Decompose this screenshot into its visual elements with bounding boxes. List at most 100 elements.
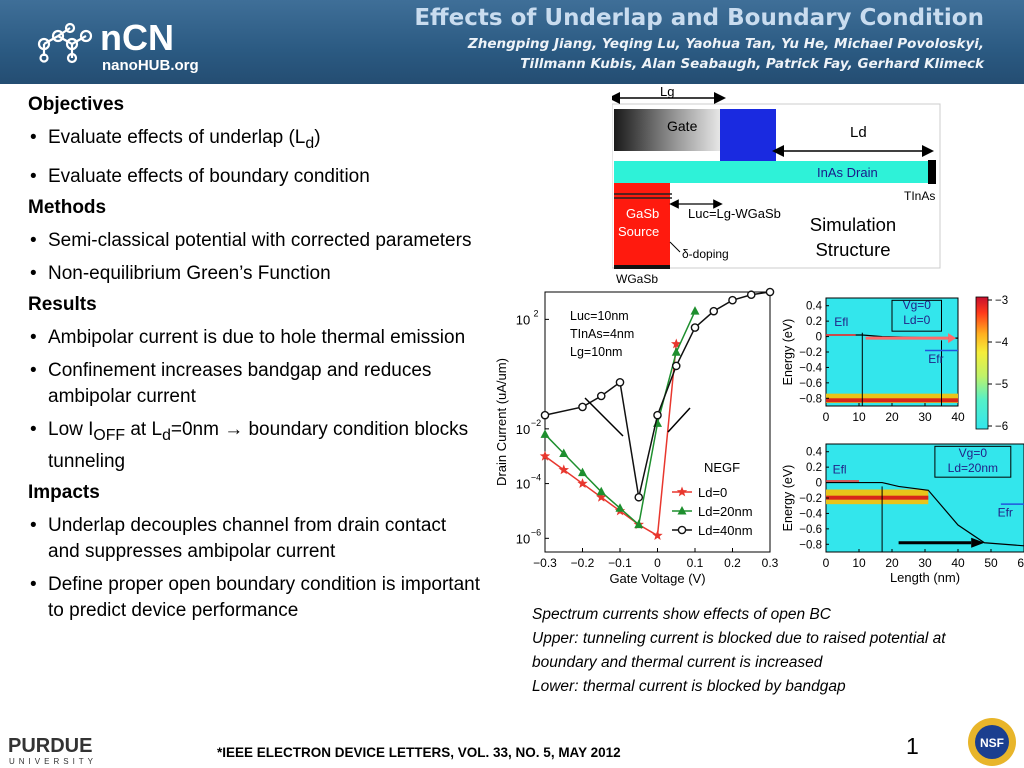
- logo-ncn-text: nCN: [100, 17, 174, 58]
- current-flow-arrowhead: [948, 333, 956, 344]
- iv-y-tick-exponent: −2: [531, 418, 541, 428]
- efr-label: Efr: [928, 352, 943, 366]
- source-label-2: Source: [618, 224, 659, 239]
- iv-data-point: [746, 290, 756, 300]
- objective-item-1: Evaluate effects of underlap (Ld): [28, 125, 483, 157]
- iv-y-tick-label: 10: [516, 477, 530, 492]
- band-edge-line: [826, 481, 1024, 547]
- iv-legend-label: Ld=40nm: [698, 523, 753, 538]
- authors-line-1: Zhengping Jiang, Yeqing Lu, Yaohua Tan, …: [467, 36, 984, 52]
- result-item-2: Confinement increases bandgap and reduce…: [28, 358, 483, 410]
- iv-data-point: [558, 464, 569, 475]
- iv-data-point: [577, 478, 588, 488]
- band-x-tick-label: 10: [852, 410, 866, 424]
- iv-x-tick-label: 0: [654, 556, 661, 570]
- efr-label: Efr: [998, 506, 1013, 520]
- colorbar-tick-label: −6: [995, 421, 1008, 433]
- band-x-tick-label: 40: [951, 556, 965, 570]
- iv-trend-arrow: [667, 407, 691, 433]
- iv-data-point: [539, 450, 551, 461]
- iv-x-tick-label: 0.1: [687, 556, 704, 570]
- iv-y-tick-label: 10: [516, 312, 530, 327]
- iv-data-point: [690, 323, 700, 332]
- colorbar-tick-label: −3: [995, 295, 1008, 307]
- reference-citation: *IEEE ELECTRON DEVICE LETTERS, VOL. 33, …: [217, 745, 621, 760]
- band-panel-label-2: Ld=0: [903, 313, 930, 327]
- caption-line-2: Upper: tunneling current is blocked due …: [532, 630, 946, 671]
- iv-data-point: [765, 287, 775, 297]
- band-panel-label-1: Vg=0: [903, 298, 932, 312]
- iv-data-point: [578, 402, 587, 412]
- iv-data-point: [540, 429, 550, 438]
- iv-data-point: [615, 503, 625, 512]
- band-x-tick-label: 30: [918, 556, 932, 570]
- colorbar-tick-label: −4: [995, 337, 1009, 349]
- iv-chart: −0.3 −0.2 −0.1 0 0.1 0.2 0.310 210 −210 −410 −6Gat…: [494, 287, 779, 586]
- band-y-tick-label: −0.6: [799, 524, 822, 536]
- band-panel-label-2: Ld=20nm: [948, 461, 998, 475]
- result-item-3: Low IOFF at Ld=0nm → boundary condition …: [28, 417, 483, 475]
- band-x-tick-label: 0: [823, 410, 830, 424]
- caption-line-1: Spectrum currents show effects of open B…: [532, 606, 831, 623]
- iv-y-tick-exponent: −6: [531, 527, 541, 537]
- band-x-tick-label: 20: [885, 410, 899, 424]
- gate-spacer: [720, 109, 776, 161]
- doping-label: δ-doping: [682, 247, 729, 261]
- band-y-tick-label: −0.8: [799, 539, 822, 551]
- iv-data-point: [615, 378, 625, 387]
- iv-data-point: [596, 491, 607, 502]
- iv-data-point: [559, 448, 569, 457]
- band-y-tick-label: 0.2: [806, 316, 822, 328]
- source-label-1: GaSb: [626, 206, 659, 221]
- nsf-text: NSF: [980, 736, 1004, 750]
- band-valence-edge: [826, 393, 958, 403]
- band-x-tick-label: 60: [1017, 556, 1024, 570]
- iv-data-point: [709, 306, 719, 316]
- result-item-1: Ambipolar current is due to hole thermal…: [28, 325, 483, 351]
- band-y-tick-label: 0.2: [806, 462, 822, 474]
- band-label-box: [891, 299, 942, 332]
- iv-data-point: [676, 486, 688, 497]
- efl-label: Efl: [834, 315, 848, 329]
- main-text-column: Objectives Evaluate effects of underlap …: [28, 92, 483, 624]
- iv-data-point: [677, 525, 687, 535]
- impacts-heading: Impacts: [28, 481, 100, 503]
- methods-heading: Methods: [28, 196, 107, 218]
- iv-y-tick-exponent: 2: [533, 308, 538, 318]
- band-valence-edge: [826, 495, 929, 500]
- colorbar-tick-label: −5: [995, 379, 1008, 391]
- band-y-tick-label: −0.2: [799, 347, 822, 359]
- method-item-1: Semi-classical potential with corrected …: [28, 228, 483, 254]
- iv-data-point: [653, 410, 662, 420]
- purdue-logo: PURDUE UNIVERSITY: [8, 735, 97, 766]
- band-valence-edge: [826, 398, 958, 403]
- iv-x-tick-label: 0.3: [762, 556, 779, 570]
- band-y-axis-label: Energy (eV): [781, 319, 795, 386]
- authors-line-2: Tillmann Kubis, Alan Seabaugh, Patrick F…: [520, 56, 984, 72]
- band-y-tick-label: 0: [816, 478, 822, 490]
- iv-data-point: [634, 519, 644, 529]
- iv-data-point: [634, 492, 644, 502]
- iv-data-point: [728, 295, 737, 305]
- device-structure-diagram: Lg Gate Ld InAs Drain TInAs GaSb Source …: [612, 84, 941, 284]
- results-heading: Results: [28, 293, 97, 315]
- iv-y-axis-label: Drain Current (uA/um): [494, 358, 509, 486]
- iv-annotation: TInAs=4nm: [570, 327, 634, 341]
- band-y-tick-label: −0.4: [799, 362, 822, 374]
- figure-caption: Spectrum currents show effects of open B…: [532, 603, 972, 699]
- iv-x-tick-label: −0.2: [571, 556, 595, 570]
- iv-x-tick-label: 0.2: [724, 556, 741, 570]
- band-y-tick-label: 0.4: [806, 301, 823, 313]
- iv-y-tick-label: 10: [516, 531, 530, 546]
- iv-legend-label: Ld=20nm: [698, 504, 753, 519]
- wgasb-label: WGaSb: [616, 272, 658, 284]
- ld-label: Ld: [850, 124, 867, 141]
- iv-data-point: [596, 486, 606, 496]
- purdue-main-text: PURDUE: [8, 735, 92, 757]
- iv-x-tick-label: −0.3: [533, 556, 557, 570]
- purdue-sub-text: UNIVERSITY: [9, 757, 97, 766]
- tinas-label: TInAs: [904, 189, 935, 203]
- band-x-axis-label: Length (nm): [890, 570, 960, 585]
- method-item-2: Non-equilibrium Green’s Function: [28, 261, 483, 287]
- simulation-structure-label: Simulation Structure: [809, 214, 897, 260]
